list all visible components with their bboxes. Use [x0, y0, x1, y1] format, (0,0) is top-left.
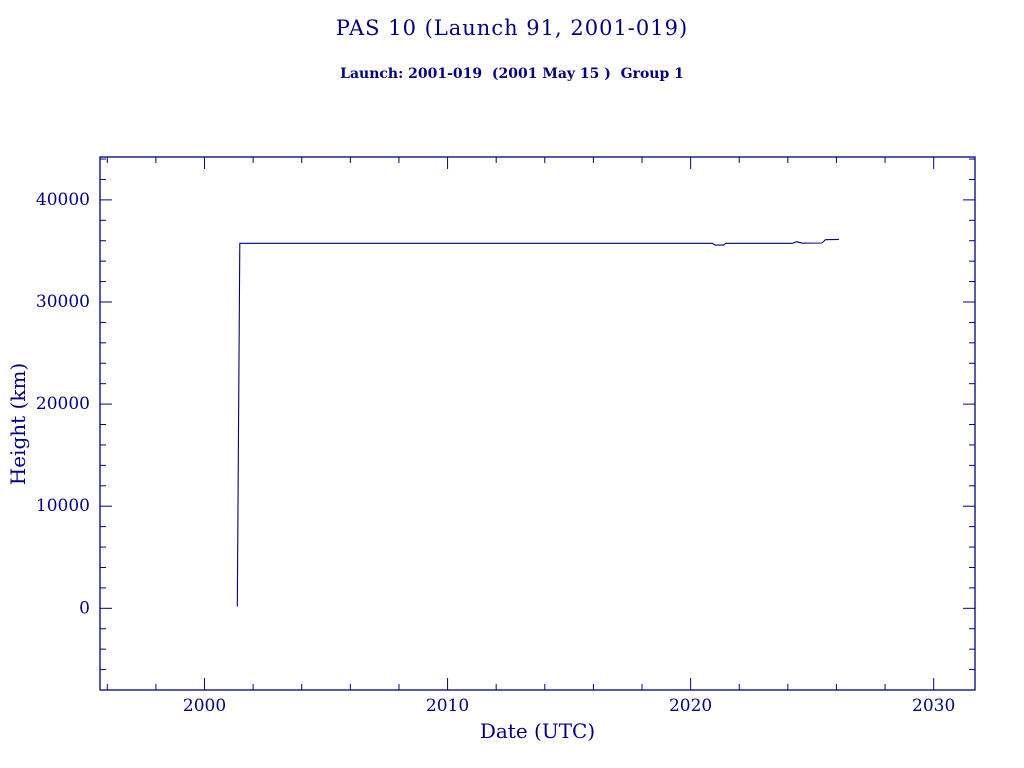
x-tick-label: 2010 [426, 696, 469, 716]
chart-subtitle: Launch: 2001-019 (2001 May 15 ) Group 1 [340, 66, 684, 82]
chart-title: PAS 10 (Launch 91, 2001-019) [335, 16, 689, 40]
y-tick-label: 30000 [36, 292, 90, 312]
y-tick-label: 40000 [36, 190, 90, 210]
axes-frame [99, 156, 976, 691]
x-axis-label: Date (UTC) [479, 719, 596, 743]
y-tick-label: 0 [79, 598, 90, 618]
x-tick-label: 2020 [669, 696, 712, 716]
x-tick-label: 2030 [912, 696, 955, 716]
y-axis-label: Height (km) [6, 362, 30, 486]
series-line [236, 238, 839, 607]
y-tick-label: 10000 [36, 496, 90, 516]
y-tick-label: 20000 [36, 394, 90, 414]
x-tick-label: 2000 [183, 696, 226, 716]
